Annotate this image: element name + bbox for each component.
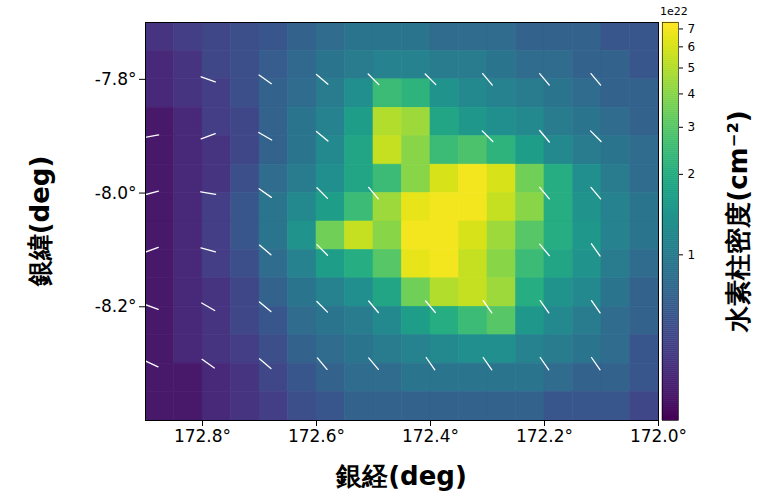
html-text:銀経(deg): 銀経(deg) <box>336 460 467 491</box>
svg-text:172.8°: 172.8° <box>174 426 231 446</box>
html-text:水素柱密度(cm⁻²): 水素柱密度(cm⁻²) <box>722 110 753 332</box>
svg-text:172.6°: 172.6° <box>288 426 345 446</box>
svg-text:-8.0°: -8.0° <box>95 183 137 203</box>
svg-text:-8.2°: -8.2° <box>95 296 137 316</box>
svg-text:6: 6 <box>688 40 696 54</box>
svg-text:172.4°: 172.4° <box>402 426 459 446</box>
svg-text:172.2°: 172.2° <box>516 426 573 446</box>
html-text:銀緯(deg): 銀緯(deg) <box>24 155 55 287</box>
html-text:1e22: 1e22 <box>660 5 688 18</box>
svg-text:5: 5 <box>688 61 696 75</box>
svg-text:172.0°: 172.0° <box>630 426 687 446</box>
svg-text:2: 2 <box>688 167 696 181</box>
svg-text:3: 3 <box>688 120 696 134</box>
svg-text:7: 7 <box>688 22 696 36</box>
svg-text:-7.8°: -7.8° <box>95 69 137 89</box>
svg-text:1: 1 <box>688 248 696 262</box>
svg-text:4: 4 <box>688 87 696 101</box>
